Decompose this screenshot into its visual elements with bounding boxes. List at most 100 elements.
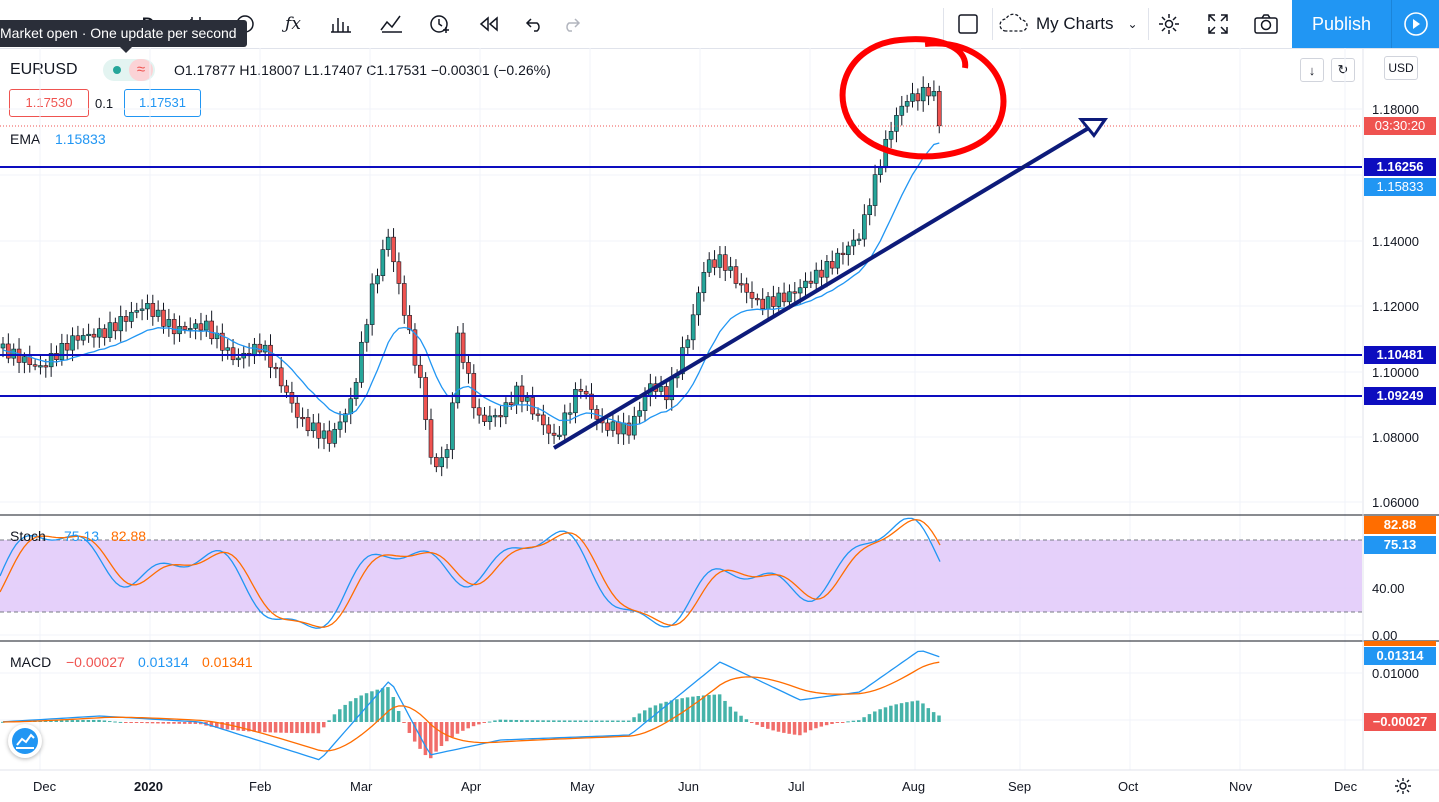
- redo-icon[interactable]: [554, 0, 588, 48]
- trend-arrow[interactable]: [552, 124, 1094, 450]
- indicators-icon[interactable]: [374, 0, 408, 48]
- macd-bar: [883, 707, 888, 722]
- macd-bar: [798, 722, 802, 736]
- macd-bar: [97, 719, 101, 722]
- layout-icon[interactable]: [952, 0, 984, 48]
- spread-value: 0.1: [95, 96, 114, 111]
- candle: [856, 233, 862, 246]
- macd-bar: [771, 722, 775, 731]
- macd-bar: [739, 715, 743, 722]
- toolbar-divider: [1148, 8, 1149, 40]
- macd-bar: [316, 722, 321, 734]
- time-tick: Nov: [1229, 779, 1253, 794]
- candle: [268, 334, 273, 379]
- macd-bar: [17, 721, 21, 723]
- macd-bar: [241, 722, 246, 731]
- macd-bar: [873, 711, 877, 722]
- candle: [262, 340, 268, 361]
- macd-bar: [354, 698, 358, 722]
- macd-bar: [637, 713, 642, 722]
- undo-icon[interactable]: [518, 0, 552, 48]
- candle: [32, 359, 38, 371]
- candle: [198, 312, 204, 341]
- play-icon[interactable]: [1391, 0, 1439, 48]
- macd-hist-tag: −0.00027: [1364, 713, 1436, 731]
- macd-bar: [273, 722, 278, 733]
- macd-bar: [835, 722, 840, 723]
- market-status-badge[interactable]: ≈: [103, 59, 155, 81]
- fx-icon[interactable]: ƒx: [285, 14, 301, 34]
- macd-bar: [937, 715, 941, 722]
- macd-bar: [503, 719, 508, 722]
- currency-button[interactable]: USD: [1384, 56, 1418, 80]
- macd-bar: [594, 720, 599, 722]
- settings-icon[interactable]: [1152, 0, 1186, 48]
- candle: [578, 378, 584, 399]
- macd-bar: [493, 720, 497, 722]
- macd-label[interactable]: MACD: [10, 654, 52, 670]
- macd-bar: [632, 717, 636, 722]
- candle: [182, 321, 188, 334]
- candle: [59, 333, 65, 366]
- macd-bar: [846, 721, 850, 723]
- macd-bar: [305, 722, 310, 734]
- candle: [771, 285, 776, 318]
- symbol-name[interactable]: EURUSD: [10, 61, 78, 78]
- macd-bar: [509, 719, 513, 722]
- candle: [840, 242, 846, 265]
- candle: [54, 345, 59, 367]
- alert-icon[interactable]: [423, 0, 457, 48]
- macd-bar: [578, 720, 583, 722]
- collapse-icon[interactable]: ↓: [1300, 58, 1324, 82]
- time-tick: Aug: [902, 779, 926, 794]
- sell-price-box[interactable]: 1.17530: [9, 89, 89, 117]
- candle: [749, 281, 755, 309]
- price-tick: 1.12000: [1372, 299, 1419, 314]
- buy-price-box[interactable]: 1.17531: [124, 89, 201, 117]
- replay-icon[interactable]: [472, 0, 506, 48]
- candle: [16, 338, 22, 374]
- candle: [166, 308, 172, 337]
- fullscreen-icon[interactable]: [1201, 0, 1235, 48]
- candle: [364, 318, 370, 352]
- macd-value: 0.01314: [138, 654, 189, 670]
- candle: [899, 95, 905, 126]
- maximize-icon[interactable]: ↻: [1331, 58, 1355, 82]
- cloud-icon: [999, 13, 1028, 32]
- macd-bar: [166, 722, 171, 724]
- publish-button[interactable]: Publish: [1292, 0, 1391, 48]
- macd-bar: [198, 722, 203, 725]
- macd-bar: [145, 722, 149, 724]
- candle: [685, 334, 691, 354]
- macd-bar: [910, 701, 914, 722]
- macd-bar: [782, 722, 786, 733]
- candle: [915, 88, 921, 111]
- candle: [466, 354, 471, 384]
- candle: [11, 343, 16, 366]
- stoch-label[interactable]: Stoch: [10, 528, 46, 544]
- ema-line: [2, 142, 940, 426]
- candle: [385, 228, 391, 257]
- candle: [273, 362, 279, 379]
- macd-bar: [91, 719, 96, 722]
- candle: [118, 305, 123, 342]
- candle: [434, 453, 439, 473]
- macd-bar: [434, 722, 438, 752]
- gear-icon[interactable]: [1392, 775, 1414, 797]
- candle: [332, 422, 338, 448]
- ema-label[interactable]: EMA: [10, 131, 41, 147]
- camera-icon[interactable]: [1249, 0, 1283, 48]
- bar-chart-icon[interactable]: [324, 0, 358, 48]
- macd-bar: [653, 705, 658, 722]
- tradingview-logo[interactable]: [8, 724, 42, 758]
- candle: [97, 317, 102, 348]
- highlight-circle[interactable]: [839, 36, 1007, 160]
- candle: [589, 383, 594, 419]
- candle: [530, 386, 535, 420]
- my-charts-button[interactable]: My Charts ⌄: [998, 0, 1143, 48]
- candle: [476, 398, 482, 424]
- macd-bar: [626, 720, 631, 722]
- macd-bar: [134, 722, 139, 723]
- macd-bar: [514, 720, 519, 722]
